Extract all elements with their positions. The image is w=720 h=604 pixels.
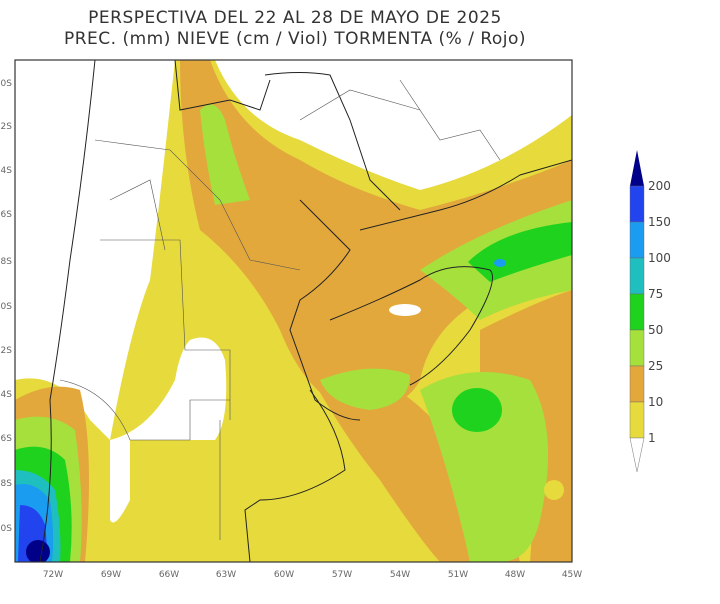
legend-swatch <box>629 221 645 259</box>
legend-label: 25 <box>648 359 663 373</box>
legend-arrow-bottom <box>629 437 645 473</box>
y-tick: 0S <box>1 302 13 312</box>
x-tick: 57W <box>332 570 352 580</box>
x-tick: 72W <box>43 570 63 580</box>
legend-label: 100 <box>648 251 671 265</box>
light-green-uruguay <box>320 368 410 410</box>
borders <box>39 60 572 562</box>
x-tick: 54W <box>390 570 410 580</box>
legend-swatch <box>629 185 645 223</box>
legend-swatch <box>629 365 645 403</box>
legend-label: 150 <box>648 215 671 229</box>
legend-arrow-top <box>630 150 644 186</box>
legend-label: 1 <box>648 431 656 445</box>
legend-label: 10 <box>648 395 663 409</box>
color-legend: 200 150 100 75 50 25 10 1 <box>629 150 671 473</box>
x-tick: 63W <box>216 570 236 580</box>
y-tick: 8S <box>1 479 13 489</box>
teal-spot <box>494 259 506 267</box>
y-axis-labels: 0S 2S 4S 6S 8S 0S 2S 4S 6S 8S 0S <box>1 79 13 534</box>
yellow-spot <box>544 480 564 500</box>
x-tick: 69W <box>101 570 121 580</box>
precipitation-field <box>15 60 572 562</box>
legend-swatch <box>629 329 645 367</box>
legend-swatch <box>629 293 645 331</box>
x-tick: 66W <box>159 570 179 580</box>
x-tick: 45W <box>562 570 582 580</box>
y-tick: 6S <box>1 434 13 444</box>
x-tick: 48W <box>505 570 525 580</box>
light-green-south <box>420 372 548 562</box>
x-tick: 51W <box>448 570 468 580</box>
legend-label: 200 <box>648 179 671 193</box>
y-tick: 8S <box>1 257 13 267</box>
green-blob <box>452 388 502 432</box>
orange-band <box>180 60 572 407</box>
y-tick: 6S <box>1 210 13 220</box>
legend-label: 50 <box>648 323 663 337</box>
map-frame <box>14 59 573 563</box>
south-andes-navy <box>26 540 50 562</box>
y-tick: 0S <box>1 79 13 89</box>
y-tick: 4S <box>1 390 13 400</box>
light-green-north <box>200 104 250 205</box>
y-tick: 2S <box>1 346 13 356</box>
map-title: PERSPECTIVA DEL 22 AL 28 DE MAYO DE 2025 <box>88 8 502 28</box>
x-tick: 60W <box>274 570 294 580</box>
x-axis-labels: 72W 69W 66W 63W 60W 57W 54W 51W 48W 45W <box>43 570 582 580</box>
province-lines <box>59 79 501 540</box>
y-tick: 0S <box>1 524 13 534</box>
y-tick: 4S <box>1 166 13 176</box>
legend-label: 75 <box>648 287 663 301</box>
legend-swatch <box>629 257 645 295</box>
map-subtitle: PREC. (mm) NIEVE (cm / Viol) TORMENTA (%… <box>63 29 527 49</box>
legend-swatch <box>629 401 645 439</box>
white-area <box>110 337 227 523</box>
white-spot <box>389 304 421 316</box>
green-coast <box>468 222 572 282</box>
y-tick: 2S <box>1 122 13 132</box>
